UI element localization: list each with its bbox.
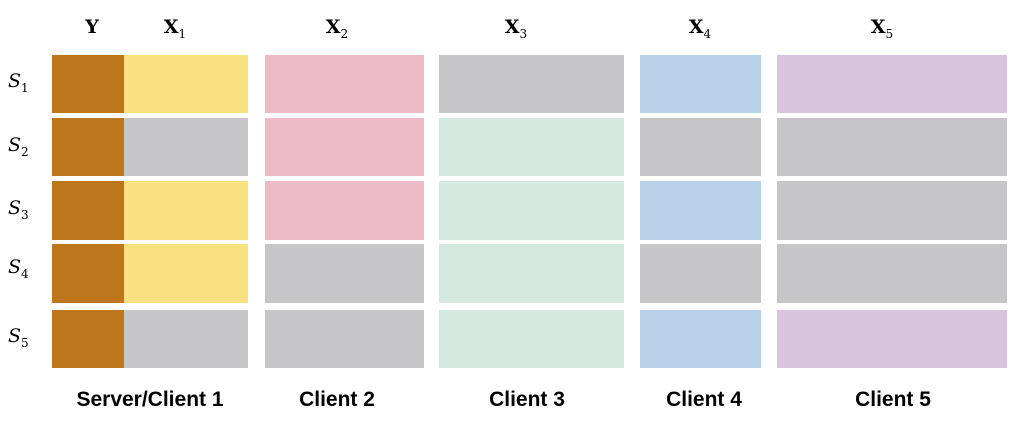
data-cell — [265, 310, 424, 368]
data-cell — [777, 244, 1007, 303]
label-sub: 4 — [703, 26, 712, 41]
label-base: S — [8, 134, 22, 156]
data-cell — [124, 118, 248, 176]
data-cell — [439, 55, 624, 113]
label-base: X — [688, 16, 704, 38]
label-sub: 4 — [21, 266, 29, 281]
label-base: S — [8, 325, 22, 347]
row-label: S5 — [8, 325, 29, 350]
label-sub: 3 — [21, 207, 29, 222]
row-label: S1 — [8, 70, 29, 95]
column-header: Y — [85, 16, 99, 38]
client-label: Client 4 — [666, 388, 742, 411]
data-cell — [52, 310, 124, 368]
row-label: S2 — [8, 134, 29, 159]
client-label: Client 5 — [855, 388, 931, 411]
label-sub: 5 — [21, 335, 29, 350]
data-cell — [265, 244, 424, 303]
label-base: X — [504, 16, 520, 38]
column-header: X5 — [871, 16, 893, 41]
column-header: X1 — [164, 16, 186, 41]
label-base: X — [870, 16, 886, 38]
label-base: Y — [85, 16, 99, 38]
column-header: X3 — [505, 16, 527, 41]
label-base: X — [163, 16, 179, 38]
data-cell — [777, 310, 1007, 368]
label-sub: 5 — [885, 26, 894, 41]
label-sub: 2 — [340, 26, 349, 41]
data-cell — [52, 181, 124, 240]
data-cell — [777, 118, 1007, 176]
data-cell — [439, 118, 624, 176]
data-cell — [640, 55, 761, 113]
data-cell — [640, 310, 761, 368]
client-label: Client 3 — [489, 388, 565, 411]
data-cell — [52, 244, 124, 303]
label-sub: 3 — [519, 26, 528, 41]
data-cell — [439, 244, 624, 303]
data-cell — [439, 181, 624, 240]
data-cell — [640, 118, 761, 176]
label-base: X — [325, 16, 341, 38]
data-cell — [52, 55, 124, 113]
data-cell — [439, 310, 624, 368]
label-base: S — [8, 256, 22, 278]
data-cell — [640, 181, 761, 240]
row-label: S3 — [8, 197, 29, 222]
data-cell — [124, 181, 248, 240]
data-cell — [777, 181, 1007, 240]
label-sub: 1 — [178, 26, 187, 41]
data-cell — [640, 244, 761, 303]
data-cell — [52, 118, 124, 176]
label-base: S — [8, 197, 22, 219]
label-base: S — [8, 70, 22, 92]
data-cell — [124, 244, 248, 303]
client-label: Server/Client 1 — [76, 388, 224, 411]
data-cell — [777, 55, 1007, 113]
data-cell — [265, 181, 424, 240]
client-label: Client 2 — [299, 388, 375, 411]
data-cell — [265, 118, 424, 176]
data-cell — [265, 55, 424, 113]
column-header: X2 — [326, 16, 348, 41]
label-sub: 2 — [21, 144, 29, 159]
data-cell — [124, 55, 248, 113]
label-sub: 1 — [21, 80, 29, 95]
data-cell — [124, 310, 248, 368]
column-header: X4 — [689, 16, 711, 41]
row-label: S4 — [8, 256, 29, 281]
